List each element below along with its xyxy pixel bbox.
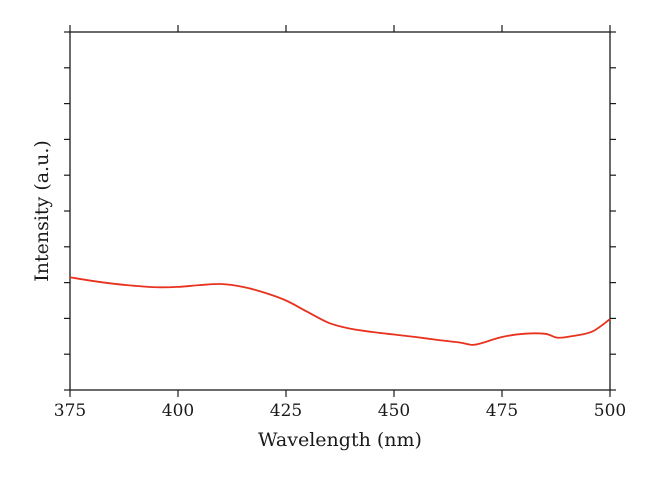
axis-ticks xyxy=(64,25,616,397)
series-line xyxy=(69,276,611,346)
x-tick-label: 400 xyxy=(162,401,194,421)
x-axis-label: Wavelength (nm) xyxy=(258,429,422,451)
x-tick-label: 475 xyxy=(486,401,518,421)
x-tick-label: 425 xyxy=(270,401,302,421)
x-tick-labels: 375 400 425 450 475 500 xyxy=(54,401,626,421)
series-layer xyxy=(69,276,611,346)
x-tick-label: 450 xyxy=(378,401,410,421)
y-axis-label: Intensity (a.u.) xyxy=(31,140,53,282)
x-tick-label: 375 xyxy=(54,401,86,421)
x-tick-label: 500 xyxy=(594,401,626,421)
plot-frame xyxy=(69,31,611,391)
